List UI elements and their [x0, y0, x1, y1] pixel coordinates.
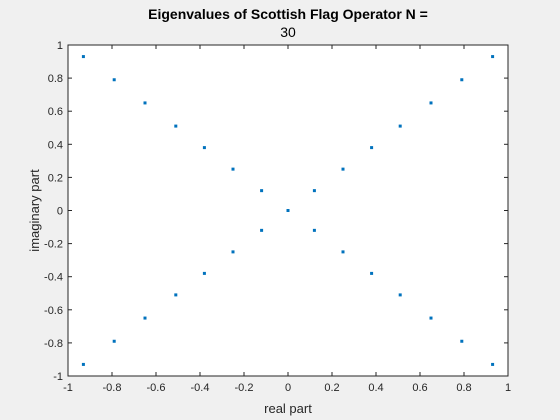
x-tick-label: 0.6 [412, 382, 427, 394]
y-tick-label: -0.6 [44, 305, 63, 317]
chart-title-line1: Eigenvalues of Scottish Flag Operator N … [148, 6, 428, 22]
y-tick-label: 1 [57, 40, 63, 52]
data-point [231, 250, 235, 254]
y-tick-label: -0.4 [44, 272, 63, 284]
y-tick-label: -0.8 [44, 338, 63, 350]
data-point [112, 339, 116, 343]
x-tick-label: 1 [505, 382, 511, 394]
y-tick-label: -0.2 [44, 239, 63, 251]
x-tick-label: 0 [285, 382, 291, 394]
x-tick-label: 0.4 [368, 382, 383, 394]
data-point [398, 124, 402, 128]
data-point [260, 189, 264, 193]
x-tick-labels: -1 -0.8 -0.6 -0.4 -0.2 0 0.2 0.4 0.6 0.8 1 [63, 382, 511, 394]
data-point [491, 362, 495, 366]
data-point [341, 250, 345, 254]
y-tick-labels: -1 -0.8 -0.6 -0.4 -0.2 0 0.2 0.4 0.6 0.8 1 [44, 40, 63, 383]
data-point [286, 209, 290, 212]
data-point [460, 339, 464, 343]
data-point [460, 78, 464, 82]
y-tick-label: 0.4 [48, 139, 63, 151]
data-point [112, 78, 116, 82]
data-point [491, 55, 495, 59]
data-point [231, 167, 235, 171]
y-tick-label: 0.8 [48, 73, 63, 85]
y-tick-label: -1 [53, 371, 63, 383]
data-point [429, 101, 433, 105]
data-point [202, 146, 206, 150]
data-point [143, 101, 147, 105]
data-point [398, 293, 402, 297]
y-tick-label: 0 [57, 206, 63, 218]
y-tick-label: 0.2 [48, 172, 63, 184]
scatter-points [81, 55, 495, 366]
data-point [260, 228, 264, 232]
data-point [370, 146, 374, 150]
x-tick-label: 0.2 [324, 382, 339, 394]
data-point [312, 189, 316, 193]
x-tick-label: -0.2 [235, 382, 254, 394]
data-point [341, 167, 345, 171]
data-point [312, 228, 316, 232]
x-axis-label: real part [264, 401, 312, 416]
data-point [81, 55, 85, 59]
axes-box [67, 44, 509, 377]
y-axis-label: imaginary part [27, 169, 42, 252]
data-point [143, 316, 147, 320]
data-point [81, 362, 85, 366]
x-tick-label: -0.4 [191, 382, 210, 394]
data-point [174, 124, 178, 128]
data-point [429, 316, 433, 320]
data-point [202, 271, 206, 275]
chart-title-line2: 30 [280, 24, 296, 40]
x-tick-label: 0.8 [456, 382, 471, 394]
data-point [370, 271, 374, 275]
x-tick-label: -1 [63, 382, 73, 394]
x-tick-label: -0.6 [147, 382, 166, 394]
data-point [174, 293, 178, 297]
y-tick-label: 0.6 [48, 106, 63, 118]
x-tick-label: -0.8 [103, 382, 122, 394]
